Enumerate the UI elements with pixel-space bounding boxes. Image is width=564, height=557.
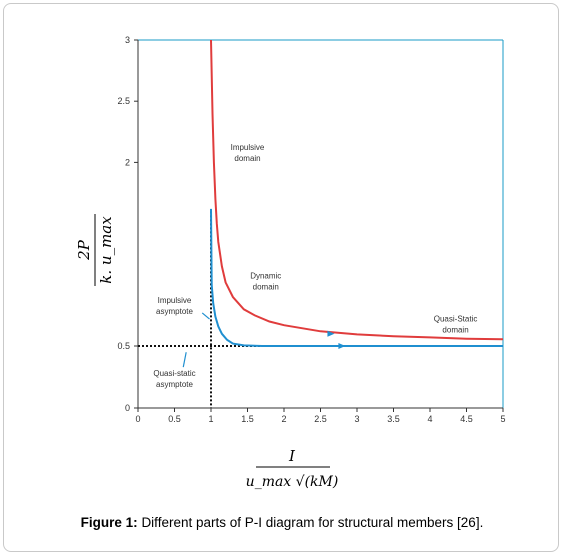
x-axis-label-numerator: I xyxy=(288,447,296,465)
pi-curve-red xyxy=(210,39,504,341)
chart-annotation: Dynamic xyxy=(250,272,281,281)
y-axis-label-numerator: 2P xyxy=(75,239,93,261)
chart-annotation: Quasi-static xyxy=(153,369,195,378)
x-tick-label: 5 xyxy=(500,414,505,424)
y-axis-label-denominator: k. u_max xyxy=(97,216,115,284)
y-tick-label: 3 xyxy=(125,35,130,45)
x-tick-label: 3 xyxy=(354,414,359,424)
y-tick-label: 2 xyxy=(125,157,130,167)
x-tick-label: 2.5 xyxy=(314,414,327,424)
chart-annotation: domain xyxy=(234,154,260,163)
chart-annotation: domain xyxy=(442,326,468,335)
annotation-pointer xyxy=(182,352,187,368)
x-tick-label: 0 xyxy=(135,414,140,424)
pi-curve-blue xyxy=(210,208,503,347)
figure-frame xyxy=(3,3,559,552)
caption-label: Figure 1: xyxy=(80,515,138,530)
chart-annotation: Quasi-Static xyxy=(434,315,478,324)
annotation-pointer xyxy=(201,312,210,320)
chart-annotation: asymptote xyxy=(156,380,193,389)
chart-annotation: Impulsive xyxy=(158,296,192,305)
figure-caption: Figure 1: Different parts of P-I diagram… xyxy=(0,515,564,530)
x-tick-label: 0.5 xyxy=(168,414,181,424)
curve-arrow-marker xyxy=(338,343,346,349)
x-tick-label: 2 xyxy=(281,414,286,424)
pi-diagram-chart: 0 0.5 1 1.5 2 2.5 3 3.5 4 4.5 5 0 0.5 2 2.5 3 Impulsive d… xyxy=(75,35,506,490)
curve-arrow-marker xyxy=(327,330,335,337)
chart-annotation: asymptote xyxy=(156,307,193,316)
chart-annotation: Impulsive xyxy=(231,143,265,152)
x-tick-label: 3.5 xyxy=(387,414,400,424)
chart-annotation: domain xyxy=(253,283,279,292)
y-tick-label: 2.5 xyxy=(117,96,130,106)
x-tick-label: 1.5 xyxy=(241,414,254,424)
y-tick-label: 0.5 xyxy=(117,341,130,351)
x-axis-label-denominator: u_max √(kM) xyxy=(246,474,339,490)
x-tick-label: 4.5 xyxy=(460,414,473,424)
x-tick-label: 4 xyxy=(427,414,432,424)
caption-text: Different parts of P-I diagram for struc… xyxy=(141,515,484,530)
y-tick-label: 0 xyxy=(125,403,130,413)
y-axis-label: 2P k. u_max xyxy=(75,214,115,286)
x-tick-label: 1 xyxy=(208,414,213,424)
